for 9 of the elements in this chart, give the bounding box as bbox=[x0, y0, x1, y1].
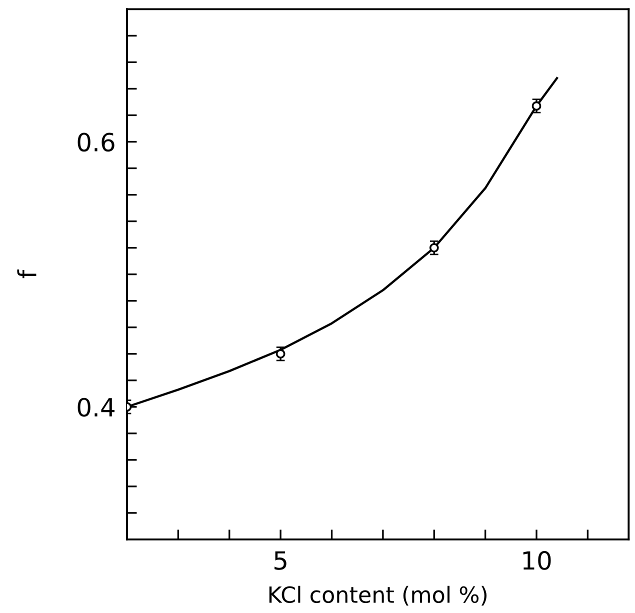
x-tick-label: 5 bbox=[274, 551, 286, 570]
y-tick-label: 0.6 bbox=[78, 132, 114, 152]
y-axis-title: f bbox=[17, 269, 36, 278]
point bbox=[532, 101, 542, 111]
y-tick-label: 0.4 bbox=[78, 398, 114, 417]
point bbox=[276, 349, 286, 359]
x-axis-title: KCl content (mol %) bbox=[269, 586, 487, 606]
x-tick-label: 10 bbox=[523, 550, 551, 570]
point bbox=[429, 243, 439, 253]
